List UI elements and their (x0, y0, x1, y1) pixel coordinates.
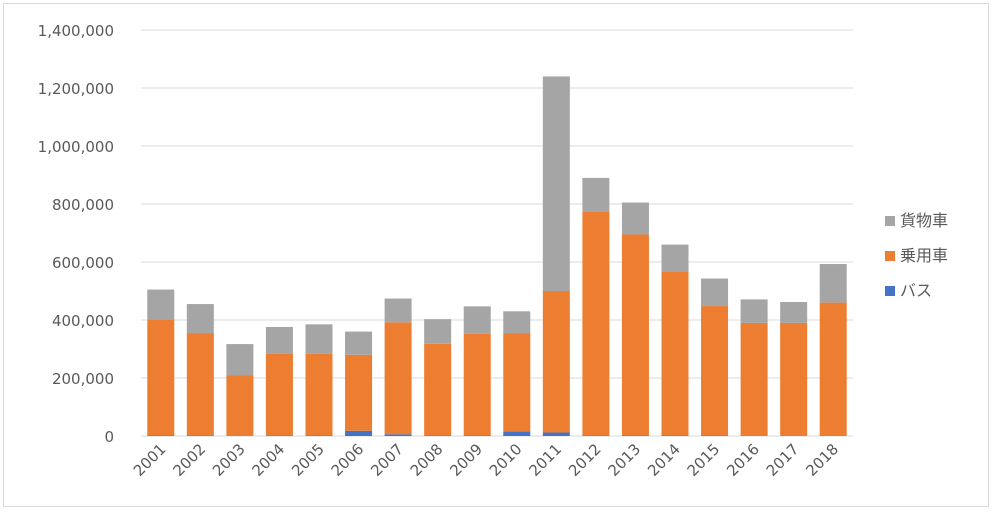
y-tick-label: 800,000 (52, 196, 114, 214)
y-tick-label: 1,200,000 (38, 80, 114, 98)
bar-segment (661, 244, 689, 272)
bar-segment (740, 299, 768, 323)
legend-swatch (885, 251, 895, 261)
bar-segment (463, 333, 491, 436)
x-tick-label: 2009 (446, 440, 486, 480)
x-axis-tick-labels: 2001 2002 2003 2004 2005 2006 2007 2008 2009 2010… (130, 440, 842, 480)
bar-segment (186, 333, 214, 436)
legend-label: 乗用車 (900, 246, 948, 265)
bar-segment (147, 435, 175, 436)
x-tick-label: 2015 (684, 440, 724, 480)
bar-segment (305, 353, 333, 436)
bar-segment (542, 291, 570, 433)
bar-segment (305, 435, 333, 436)
x-tick-label: 2003 (209, 440, 249, 480)
bar-segment (819, 264, 847, 303)
x-tick-label: 2007 (367, 440, 407, 480)
bar-segment (701, 306, 729, 436)
bar-segment (740, 322, 768, 436)
y-tick-label: 1,000,000 (38, 138, 114, 156)
legend-label: 貨物車 (900, 211, 948, 230)
bar-segment (147, 320, 175, 436)
x-tick-label: 2001 (130, 440, 170, 480)
bar-segment (503, 333, 531, 432)
bar-segment (582, 177, 610, 212)
bar-segment (503, 431, 531, 436)
chart-frame: 0 200,000 400,000 600,000 800,000 1,000,000 1,… (3, 3, 989, 507)
bar-segment (621, 234, 649, 436)
x-tick-label: 2017 (763, 440, 803, 480)
y-tick-label: 1,400,000 (38, 22, 114, 40)
bar-segment (819, 302, 847, 436)
bar-segment (780, 322, 808, 436)
stacked-bar-chart: 0 200,000 400,000 600,000 800,000 1,000,000 1,… (38, 22, 948, 480)
y-tick-label: 600,000 (52, 254, 114, 272)
bar-segment (701, 278, 729, 307)
bar-segment (463, 306, 491, 334)
bar-segment (424, 319, 452, 344)
bar-segment (226, 375, 254, 436)
y-tick-label: 200,000 (52, 370, 114, 388)
bars (147, 76, 847, 436)
bar-segment (384, 322, 412, 435)
y-tick-label: 400,000 (52, 312, 114, 330)
bar-segment (265, 353, 293, 436)
bar-segment (503, 311, 531, 334)
legend-swatch (885, 216, 895, 226)
x-tick-label: 2012 (565, 440, 605, 480)
bar-segment (621, 202, 649, 235)
x-tick-label: 2005 (288, 440, 328, 480)
x-tick-label: 2006 (328, 440, 368, 480)
bar-segment (186, 304, 214, 334)
bar-segment (780, 302, 808, 323)
bar-segment (582, 211, 610, 436)
bar-segment (384, 298, 412, 323)
bar-segment (345, 430, 373, 436)
x-tick-label: 2014 (644, 440, 684, 480)
bar-segment (226, 344, 254, 376)
x-tick-label: 2002 (169, 440, 209, 480)
x-tick-label: 2004 (249, 440, 289, 480)
bar-segment (542, 76, 570, 292)
x-tick-label: 2011 (525, 440, 565, 480)
bar-segment (147, 289, 175, 320)
y-axis-tick-labels: 0 200,000 400,000 600,000 800,000 1,000,000 1,… (38, 22, 114, 446)
x-tick-label: 2013 (605, 440, 645, 480)
gridlines (141, 29, 853, 437)
x-tick-label: 2008 (407, 440, 447, 480)
bar-segment (265, 326, 293, 354)
bar-segment (345, 331, 373, 355)
x-tick-label: 2018 (802, 440, 842, 480)
bar-segment (305, 324, 333, 354)
bar-segment (424, 435, 452, 436)
legend-swatch (885, 286, 895, 296)
x-tick-label: 2010 (486, 440, 526, 480)
y-tick-label: 0 (104, 428, 114, 446)
bar-segment (384, 434, 412, 436)
x-tick-label: 2016 (723, 440, 763, 480)
bar-segment (345, 354, 373, 431)
bar-segment (661, 271, 689, 436)
bar-segment (463, 435, 491, 436)
bar-segment (542, 432, 570, 436)
bar-segment (424, 343, 452, 436)
legend-label: バス (900, 281, 932, 300)
